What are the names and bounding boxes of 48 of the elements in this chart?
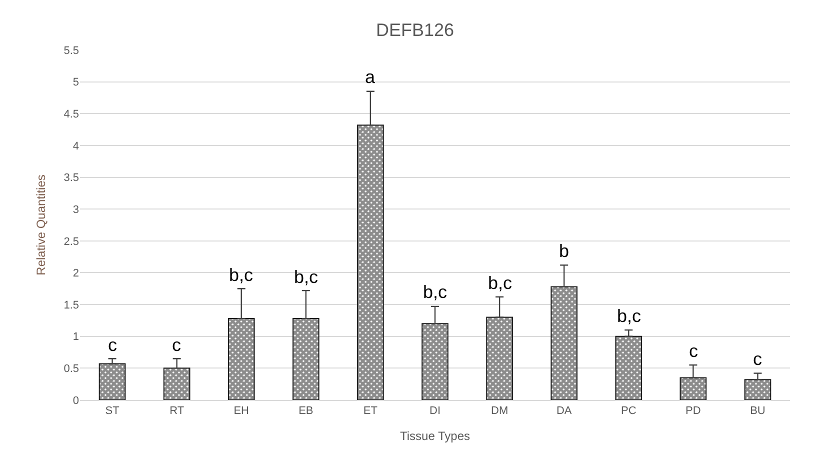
x-tick-label: RT xyxy=(170,405,184,418)
annotation: c xyxy=(753,349,762,369)
x-tick-label: DM xyxy=(490,405,508,418)
annotation: c xyxy=(172,335,181,355)
bar xyxy=(98,363,126,400)
x-axis-title: Tissue Types xyxy=(400,429,470,444)
bar xyxy=(615,336,642,400)
annotation: b,c xyxy=(423,282,448,302)
annotation: a xyxy=(365,67,376,87)
y-tick-label: 4 xyxy=(72,140,79,152)
bar xyxy=(486,316,513,400)
bar xyxy=(422,323,448,400)
y-tick-label: 0 xyxy=(72,394,79,407)
y-tick-label: 5.5 xyxy=(64,44,79,57)
x-tick-label: ST xyxy=(105,405,120,418)
annotation: c xyxy=(108,335,117,355)
y-tick-label: 4.5 xyxy=(64,108,79,120)
bar xyxy=(744,379,772,400)
x-tick-label: PD xyxy=(686,405,701,418)
y-tick-label: 2 xyxy=(72,268,79,280)
x-tick-label: DI xyxy=(430,405,440,418)
annotation: b,c xyxy=(229,265,254,285)
annotation: b xyxy=(559,241,570,261)
y-tick-label: 1 xyxy=(72,331,79,344)
bar xyxy=(550,286,578,400)
x-tick-label: EB xyxy=(298,405,314,418)
x-tick-label: BU xyxy=(750,405,766,418)
y-tick-label: 3.5 xyxy=(64,172,79,184)
chart-title: DEFB126 xyxy=(376,20,454,40)
annotation: b,c xyxy=(294,267,318,287)
x-tick-label: EH xyxy=(234,405,250,418)
x-tick-label: DA xyxy=(556,405,572,418)
y-tick-label: 1.5 xyxy=(64,299,79,312)
x-tick-label: ET xyxy=(363,405,378,418)
bar xyxy=(680,377,707,400)
bar xyxy=(357,124,384,400)
y-tick-label: 3 xyxy=(72,204,79,216)
y-axis-title: Relative Quantities xyxy=(34,174,48,276)
annotation: b,c xyxy=(617,306,642,326)
annotation: c xyxy=(689,341,698,361)
annotation: b,c xyxy=(488,273,512,293)
bar xyxy=(292,318,320,400)
y-tick-label: 0.5 xyxy=(64,363,79,376)
y-tick-label: 5 xyxy=(72,76,79,89)
y-tick-label: 2.5 xyxy=(64,236,79,248)
x-tick-label: PC xyxy=(621,405,636,418)
bar xyxy=(228,318,255,400)
bar xyxy=(163,368,190,400)
